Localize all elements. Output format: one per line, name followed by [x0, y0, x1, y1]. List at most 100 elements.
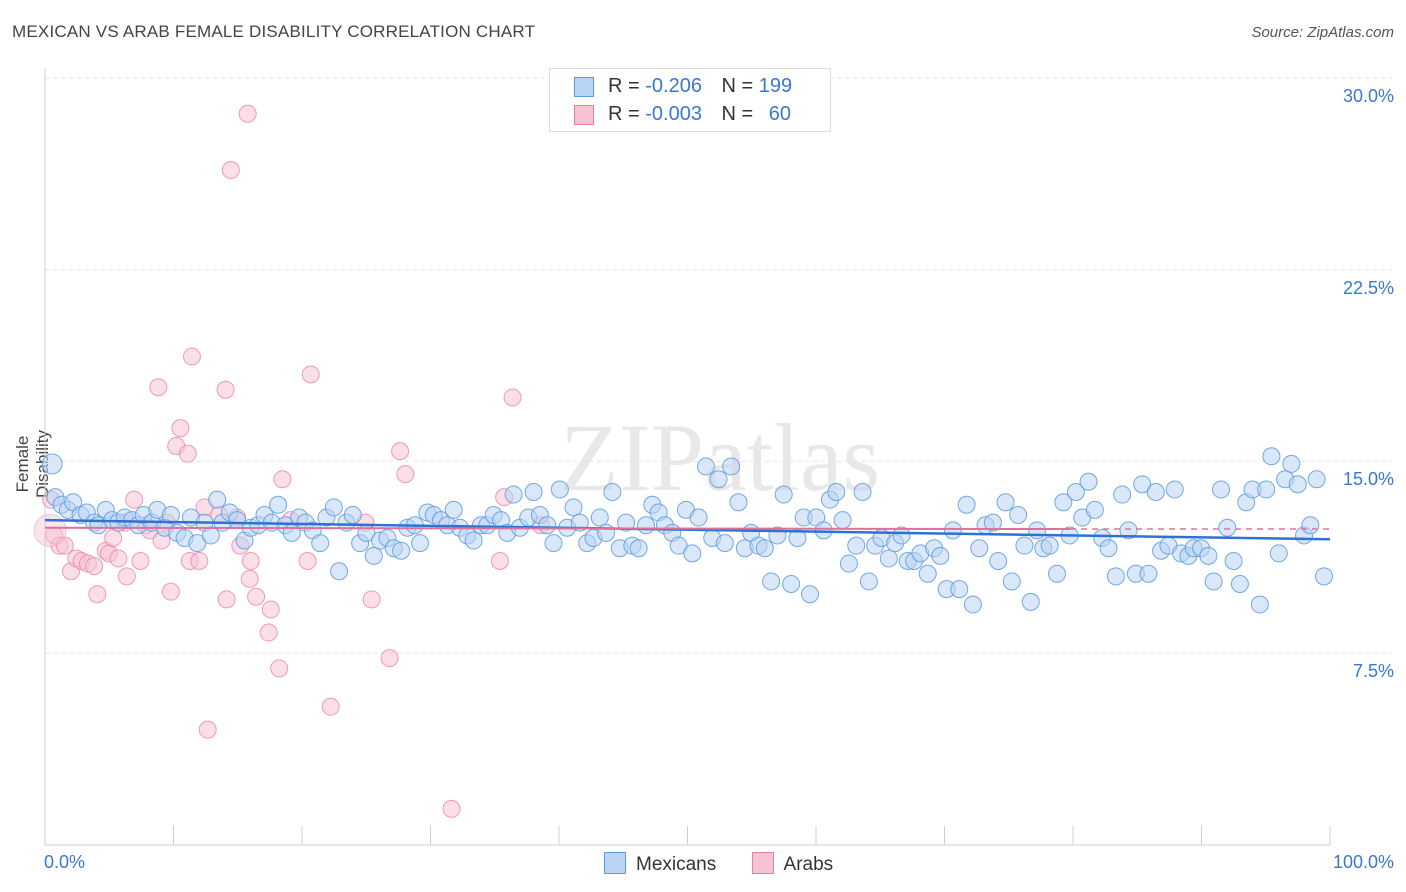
- mexican-point: [1106, 567, 1125, 586]
- arab-point: [55, 536, 74, 555]
- mexican-point: [669, 536, 688, 555]
- mexican-point: [755, 539, 774, 558]
- arab-point: [33, 513, 67, 547]
- arab-point: [301, 365, 320, 384]
- y-tick-label: 30.0%: [1342, 86, 1394, 106]
- arab-point: [131, 552, 150, 570]
- arab-point: [182, 347, 201, 366]
- mexican-point: [1054, 493, 1073, 512]
- mexican-point: [544, 534, 563, 553]
- mexican-point: [444, 500, 463, 519]
- mexican-point: [201, 526, 220, 545]
- arab-point: [221, 161, 240, 179]
- mexicans-points: [41, 447, 1333, 614]
- mexican-point: [801, 585, 820, 604]
- arab-point: [104, 529, 123, 547]
- mexican-point: [839, 554, 858, 573]
- mexican-point: [590, 508, 609, 527]
- trend-lines: [44, 518, 1331, 541]
- mexican-point: [161, 506, 180, 524]
- mexican-point: [524, 483, 543, 501]
- mexican-point: [564, 498, 583, 517]
- mexican-point: [550, 480, 569, 499]
- x-tick-min: 0.0%: [44, 852, 86, 872]
- legend-n-value: 60: [768, 103, 792, 125]
- mexican-point: [629, 539, 648, 558]
- arab-point: [503, 388, 522, 407]
- arab-point: [380, 649, 399, 668]
- mexican-point: [715, 534, 734, 553]
- mexican-point: [324, 498, 343, 517]
- x-tick-max: 100.0%: [1332, 852, 1394, 872]
- mexican-point: [696, 457, 715, 476]
- mexican-point: [1224, 552, 1243, 570]
- arab-point: [216, 380, 235, 399]
- mexican-point: [1048, 564, 1067, 583]
- mexican-point: [1079, 472, 1098, 491]
- mexican-point: [1040, 536, 1059, 555]
- arab-point: [88, 585, 107, 604]
- mexican-point: [774, 485, 793, 504]
- y-tick-label: 22.5%: [1342, 277, 1394, 298]
- bottom-swatch-blue: [604, 852, 626, 874]
- arab-point: [240, 569, 259, 588]
- arab-point: [321, 697, 340, 716]
- arab-point: [109, 549, 128, 568]
- mexican-point: [729, 493, 748, 512]
- mexican-point: [983, 513, 1002, 532]
- mexican-point: [188, 534, 207, 553]
- chart-title: MEXICAN VS ARAB FEMALE DISABILITY CORREL…: [12, 22, 536, 41]
- mexican-point: [1099, 539, 1118, 558]
- mexican-point: [1199, 546, 1218, 565]
- bottom-legend-arabs: Arabs: [751, 852, 833, 875]
- y-tick-label: 15.0%: [1342, 469, 1394, 490]
- mexican-point: [1288, 475, 1307, 494]
- mexican-point: [1009, 506, 1028, 524]
- mexican-point: [1146, 483, 1165, 501]
- mexican-point: [1257, 480, 1276, 499]
- mexican-point: [970, 539, 989, 558]
- legend-n-label: N =: [721, 75, 754, 97]
- source-label: Source: ZipAtlas.com: [1251, 24, 1394, 41]
- mexican-point: [918, 564, 937, 583]
- mexican-point: [847, 536, 866, 555]
- mexican-point: [1315, 567, 1333, 586]
- mexican-point: [689, 508, 708, 527]
- arab-point: [298, 552, 317, 570]
- bottom-legend-mexicans: Mexicans: [604, 852, 716, 875]
- arab-point: [125, 490, 144, 509]
- arab-point: [238, 104, 257, 123]
- mexican-point: [1230, 575, 1249, 593]
- mexican-point: [504, 485, 523, 504]
- mexican-point: [957, 495, 976, 514]
- mexican-point: [1204, 572, 1223, 591]
- mexican-point: [943, 521, 962, 540]
- mexican-point: [538, 516, 557, 535]
- legend: R = -0.206 N = 199 R = -0.003 N = 60: [549, 68, 831, 132]
- bottom-swatch-pink: [751, 852, 774, 874]
- arab-point: [261, 600, 280, 619]
- arab-point: [247, 587, 266, 606]
- arab-point: [273, 470, 292, 489]
- mexican-point: [1113, 485, 1132, 504]
- legend-r-value: -0.206: [645, 75, 702, 97]
- mexican-point: [1269, 544, 1288, 563]
- mexican-point: [311, 534, 330, 553]
- mexican-point: [392, 541, 411, 560]
- arab-point: [442, 799, 461, 818]
- legend-r-label: R =: [608, 75, 640, 97]
- mexican-point: [722, 457, 741, 476]
- mexican-point: [617, 513, 636, 532]
- mexican-point: [208, 490, 227, 509]
- mexican-point: [859, 572, 878, 591]
- mexican-point: [1085, 500, 1104, 519]
- mexican-point: [814, 521, 833, 540]
- mexican-point: [603, 483, 622, 501]
- mexican-point: [1015, 536, 1034, 555]
- mexican-point: [41, 453, 63, 475]
- arab-point: [149, 378, 168, 397]
- mexican-point: [683, 544, 702, 563]
- mexican-point: [1262, 447, 1281, 466]
- arab-point: [362, 590, 381, 609]
- arab-point: [198, 720, 217, 739]
